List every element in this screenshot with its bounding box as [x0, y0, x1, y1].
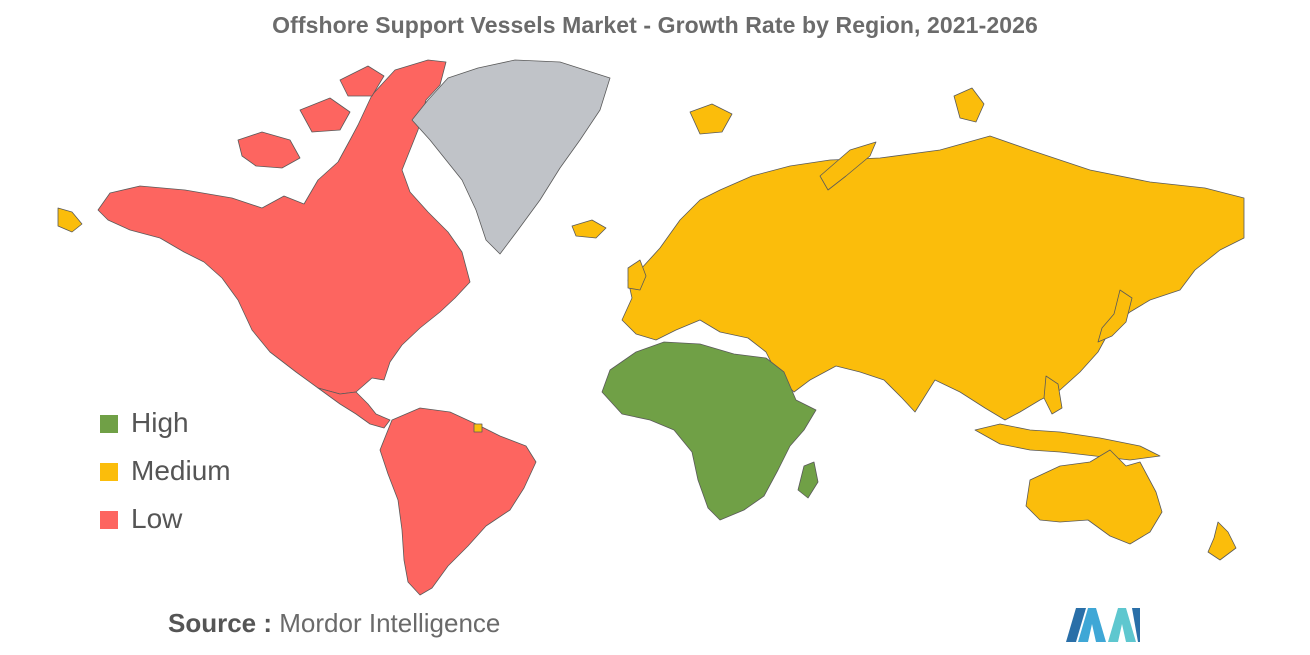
source-label: Source : [168, 608, 273, 638]
region-japan [1097, 289, 1133, 343]
region-british-isles [627, 259, 647, 291]
region-greenland [411, 59, 611, 255]
region-french-guiana [473, 423, 483, 433]
region-africa [601, 341, 817, 521]
region-arctic-islands-2 [299, 97, 351, 133]
mordor-intelligence-logo-icon [1066, 608, 1140, 642]
region-iceland [571, 219, 607, 239]
region-severnaya-zemlya [953, 87, 985, 123]
chart-title: Offshore Support Vessels Market - Growth… [272, 12, 1038, 38]
legend-swatch-low [100, 511, 118, 529]
region-novaya-zemlya [819, 141, 877, 191]
region-eurasia [621, 135, 1245, 421]
region-north-america [97, 59, 471, 395]
legend-label-high: High [131, 407, 189, 438]
region-philippines [1043, 375, 1063, 415]
region-madagascar [797, 461, 819, 499]
source-line: Source : Mordor Intelligence [168, 608, 500, 639]
region-australia [1025, 449, 1163, 545]
legend-label-medium: Medium [131, 455, 231, 486]
region-indonesia [974, 423, 1161, 461]
source-value: Mordor Intelligence [279, 608, 501, 638]
region-alaska-tip [57, 207, 83, 233]
region-arctic-islands-3 [339, 65, 385, 97]
region-svalbard [689, 103, 733, 135]
region-arctic-islands [237, 131, 301, 169]
legend-swatch-medium [100, 463, 118, 481]
legend-label-low: Low [131, 503, 183, 534]
region-central-america [317, 387, 391, 429]
legend-swatch-high [100, 415, 118, 433]
region-south-america [379, 407, 537, 596]
region-new-zealand [1207, 521, 1237, 561]
